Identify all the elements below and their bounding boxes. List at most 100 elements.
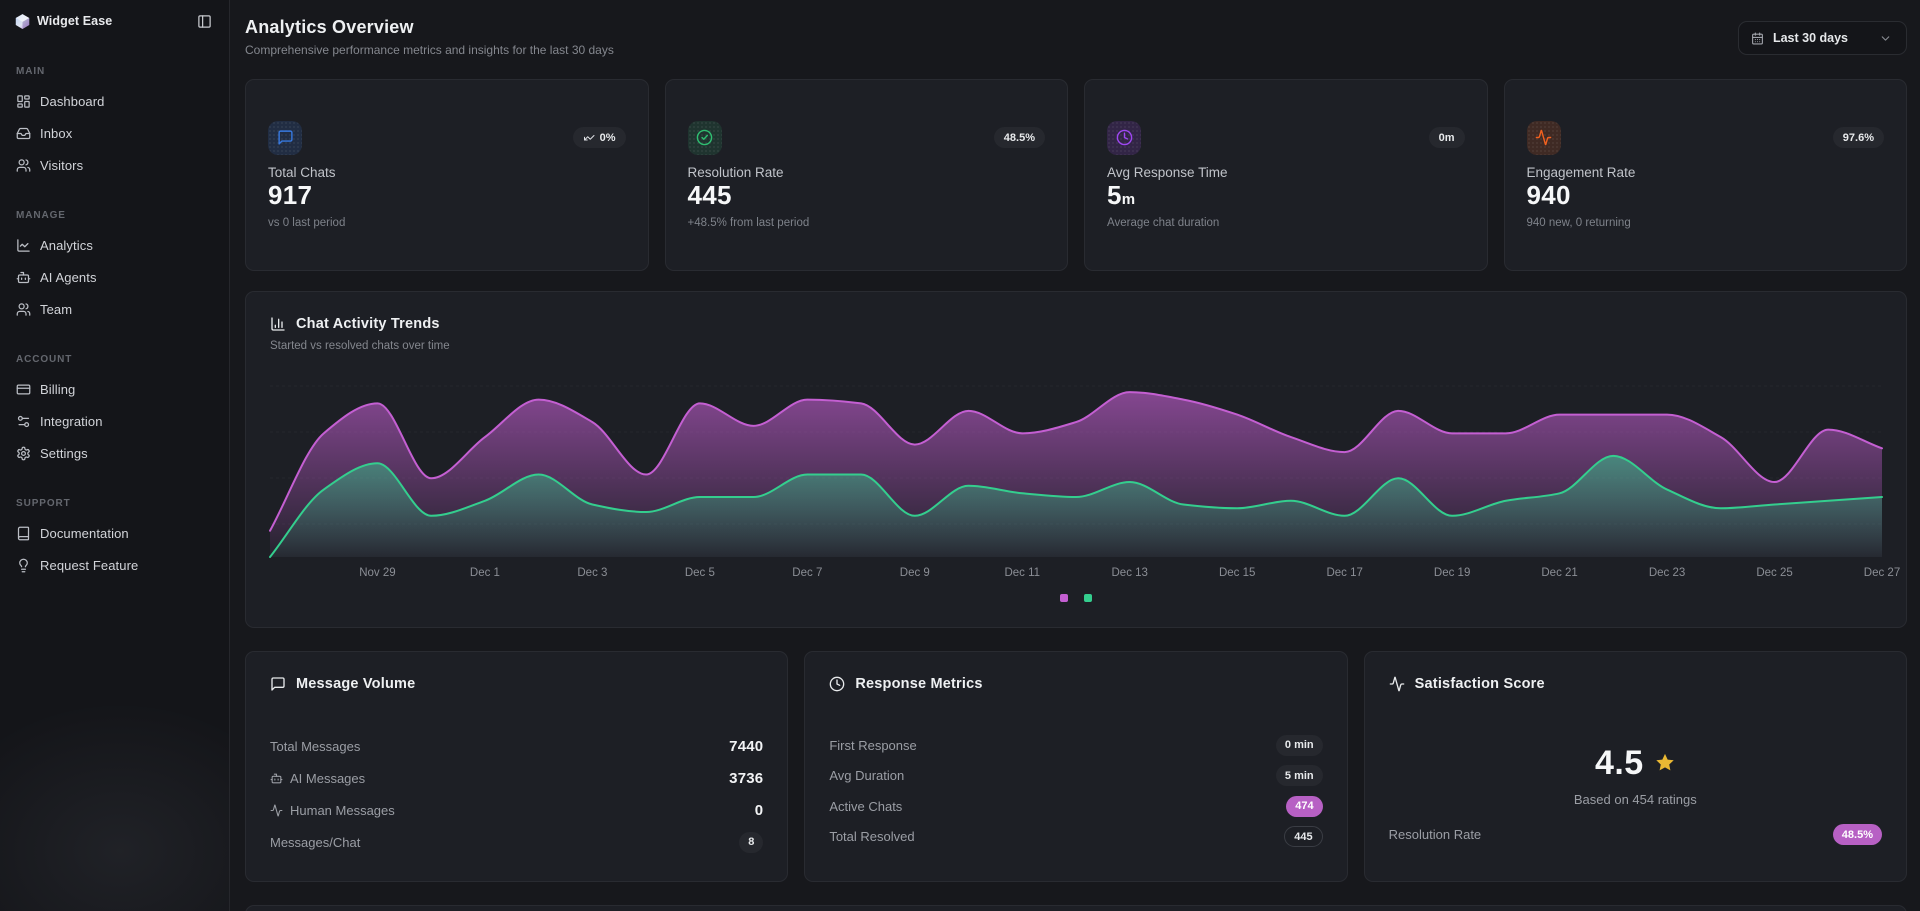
sidebar-item-team[interactable]: Team	[8, 293, 221, 325]
nav-section-support: SUPPORT Documentation Request Feature	[8, 496, 221, 581]
x-tick-label: Dec 5	[685, 567, 715, 579]
metric-value-pill: 0 min	[1275, 734, 1323, 756]
sidebar-item-label: Integration	[40, 413, 103, 429]
sidebar-item-settings[interactable]: Settings	[8, 437, 221, 469]
lightbulb-icon	[19, 558, 28, 572]
clock-icon	[829, 676, 845, 692]
metric-label: Messages/Chat	[270, 835, 360, 850]
integration-icon	[17, 415, 30, 427]
satisfaction-score: 4.5	[1594, 744, 1644, 782]
stat-card-total-chats: 0% Total Chats 917 vs 0 last period	[245, 79, 649, 271]
stat-badge: 0%	[572, 127, 626, 148]
x-tick-label: Dec 3	[577, 567, 607, 579]
satisfaction-header: Satisfaction Score	[1389, 674, 1882, 694]
sidebar-item-analytics[interactable]: Analytics	[8, 229, 221, 261]
stat-label: Engagement Rate	[1526, 164, 1636, 180]
stat-label: Avg Response Time	[1107, 164, 1228, 180]
stat-badge: 48.5%	[993, 127, 1045, 148]
message-volume-rows: Total Messages 7440 AI Messages 3736 Hum…	[270, 730, 764, 858]
metric-label-text: Human Messages	[290, 802, 395, 818]
metric-value-badge: 474	[1286, 795, 1323, 817]
chevron-down-icon	[1881, 35, 1890, 41]
nav-section-main: MAIN Dashboard Inbox Visitors	[8, 64, 221, 181]
metric-label-text: Messages/Chat	[270, 834, 361, 850]
stat-badge-text: 97.6%	[1842, 131, 1874, 144]
response-metrics-rows: First Response 0 min Avg Duration 5 min …	[829, 730, 1323, 852]
sidebar-item-inbox[interactable]: Inbox	[8, 117, 221, 149]
metric-row: First Response 0 min	[829, 730, 1323, 761]
message-square-icon	[277, 130, 293, 145]
sidebar-collapse-button[interactable]	[192, 9, 216, 33]
sidebar-item-request-feature[interactable]: Request Feature	[8, 549, 221, 581]
metric-row: Human Messages 0	[270, 794, 763, 826]
metric-row: Messages/Chat 8	[270, 826, 764, 858]
sidebar-item-integration[interactable]: Integration	[8, 405, 221, 437]
activity-icon	[270, 804, 283, 816]
stat-icon-tile	[1526, 120, 1561, 155]
sidebar-item-label: Analytics	[40, 237, 93, 253]
sidebar-item-label: AI Agents	[40, 269, 97, 285]
sidebar-item-label: Dashboard	[40, 93, 105, 109]
page-header: Analytics Overview Comprehensive perform…	[245, 16, 1907, 58]
sidebar-item-ai-agents[interactable]: AI Agents	[8, 261, 221, 293]
nav-section-manage: MANAGE Analytics AI Agents Team	[8, 208, 221, 325]
metric-value: 3736	[729, 769, 764, 787]
metric-label: Total Messages	[270, 739, 360, 754]
sidebar-nav: MAIN Dashboard Inbox Visitors MANAGE Ana…	[0, 42, 229, 581]
area-chart: Nov 29 Dec 1 Dec 3 Dec 5 Dec 7 Dec 9 Dec 11 Dec…	[269, 364, 1900, 587]
stat-subtext: Average chat duration	[1107, 216, 1220, 229]
sidebar-item-label: Team	[40, 301, 73, 317]
metric-label-text: First Response	[829, 737, 917, 753]
stat-card-engagement-rate: 97.6% Engagement Rate 940 940 new, 0 ret…	[1503, 79, 1907, 271]
calendar-icon	[1752, 32, 1763, 44]
stat-badge-text: 0%	[599, 131, 616, 144]
sidebar-item-visitors[interactable]: Visitors	[8, 149, 221, 181]
x-tick-label: Dec 1	[470, 567, 500, 579]
stat-icon-tile	[268, 120, 302, 155]
chart-card-subtitle: Started vs resolved chats over time	[270, 340, 450, 352]
metric-value-badge: 445	[1284, 826, 1323, 848]
stat-subtext: vs 0 last period	[268, 216, 346, 229]
stat-badge-text: 48.5%	[1003, 131, 1035, 144]
nav-section-label: ACCOUNT	[16, 354, 73, 365]
stat-value: 5m	[1107, 181, 1465, 213]
stat-subtext: +48.5% from last period	[687, 216, 810, 229]
satisfaction-caption: Based on 454 ratings	[1573, 792, 1697, 807]
response-metrics-title: Response Metrics	[855, 676, 983, 692]
metric-label: Total Resolved	[829, 829, 914, 844]
metric-row: Active Chats 474	[829, 791, 1323, 822]
sidebar-item-dashboard[interactable]: Dashboard	[8, 85, 221, 117]
metric-value: 7440	[729, 737, 764, 755]
stat-card-avg-response-time: 0m Avg Response Time 5m Average chat dur…	[1084, 79, 1488, 271]
nav-section-label: MAIN	[16, 66, 46, 77]
nav-section-account: ACCOUNT Billing Integration Settings	[8, 352, 221, 469]
date-range-selector[interactable]: Last 30 days	[1737, 21, 1907, 55]
panel-left-icon	[197, 14, 211, 28]
book-icon	[17, 526, 30, 540]
x-tick-label: Dec 15	[1219, 567, 1255, 579]
trending-down-icon	[583, 134, 595, 140]
stat-label: Total Chats	[268, 164, 336, 180]
nav-section-label: SUPPORT	[16, 498, 71, 509]
line-resolved	[269, 454, 1883, 558]
stat-value-number: 917	[268, 179, 313, 210]
message-volume-card: Message Volume Total Messages 7440 AI Me…	[245, 651, 789, 882]
satisfaction-footer: Resolution Rate 48.5%	[1389, 824, 1882, 845]
x-tick-label: Dec 25	[1756, 567, 1792, 579]
bot-icon	[270, 773, 283, 783]
x-tick-label: Dec 21	[1541, 567, 1577, 579]
area-resolved	[270, 455, 1882, 557]
metric-label-text: Active Chats	[829, 798, 903, 814]
metric-label-text: Avg Duration	[829, 768, 905, 784]
message-volume-title: Message Volume	[296, 676, 416, 692]
sidebar: Widget Ease MAIN Dashboard Inbox Visitor…	[0, 0, 230, 911]
sidebar-item-documentation[interactable]: Documentation	[8, 517, 221, 549]
sidebar-item-billing[interactable]: Billing	[8, 373, 221, 405]
sidebar-item-label: Settings	[40, 445, 88, 461]
users-icon	[16, 302, 31, 316]
metric-row: AI Messages 3736	[270, 762, 763, 794]
metric-value-pill: 8	[739, 831, 764, 853]
chart-legend	[270, 587, 1882, 609]
next-section-card	[245, 905, 1907, 911]
legend-dot-resolved	[1084, 594, 1092, 602]
